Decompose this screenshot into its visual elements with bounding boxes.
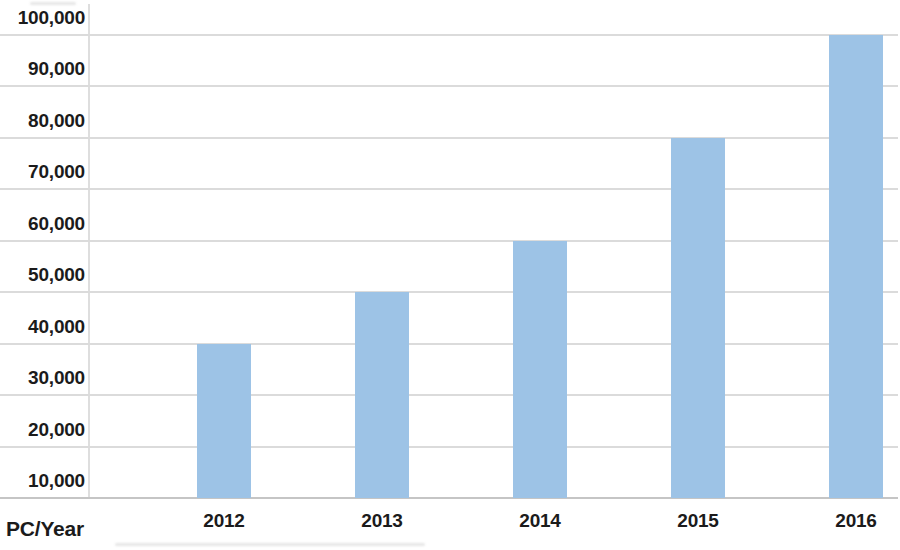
y-tick-label: 30,000 [0, 365, 85, 391]
gridline [0, 394, 898, 396]
x-tick-label: 2016 [796, 508, 900, 534]
gridline [0, 188, 898, 190]
x-tick-label: 2012 [164, 508, 284, 534]
y-tick-label: 70,000 [0, 159, 85, 185]
y-tick-label: 90,000 [0, 56, 85, 82]
bar-2016 [829, 35, 883, 498]
bar-2015 [671, 138, 725, 498]
x-tick-label: 2015 [638, 508, 758, 534]
y-tick-label: 60,000 [0, 211, 85, 237]
bar-2013 [355, 292, 409, 498]
y-tick-label: 20,000 [0, 417, 85, 443]
x-tick-label: 2013 [322, 508, 442, 534]
y-tick-label: 50,000 [0, 262, 85, 288]
gridline [0, 240, 898, 242]
gridline [0, 446, 898, 448]
y-axis-line [88, 4, 90, 498]
bar-2012 [197, 344, 251, 498]
y-tick-label: 10,000 [0, 468, 85, 494]
y-tick-label: 40,000 [0, 314, 85, 340]
gridline [0, 34, 898, 36]
y-tick-label: 80,000 [0, 108, 85, 134]
bar-2014 [513, 241, 567, 498]
x-axis-line [0, 497, 898, 499]
bar-chart: PC/Year 10,000 20,000 30,000 40,000 50,000 60… [0, 0, 900, 550]
y-tick-label: 100,000 [0, 5, 85, 31]
gridline [0, 137, 898, 139]
artifact-smudge-bottom [115, 543, 425, 546]
gridline [0, 291, 898, 293]
gridline [0, 85, 898, 87]
gridline [0, 343, 898, 345]
x-tick-label: 2014 [480, 508, 600, 534]
axis-corner-label: PC/Year [6, 517, 84, 541]
